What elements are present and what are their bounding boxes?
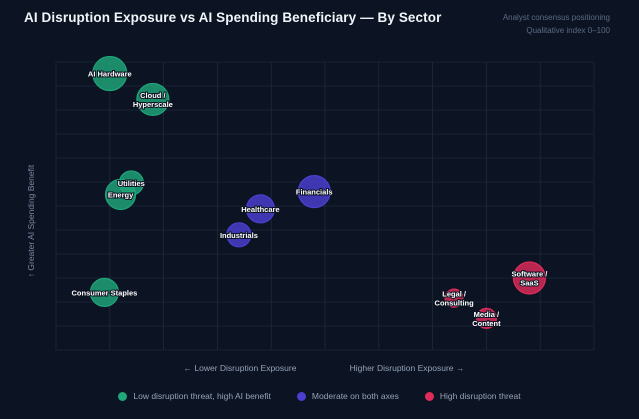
point-software-saas[interactable]: [512, 261, 547, 295]
chart-legend: Low disruption threat, high AI benefit M…: [0, 391, 639, 401]
x-axis-label-left: ← Lower Disruption Exposure: [184, 363, 297, 373]
point-consumer-staples[interactable]: [89, 277, 120, 307]
point-legal-consulting[interactable]: [444, 288, 464, 308]
point-label-software-saas: Software / SaaS: [512, 270, 549, 288]
legend-item-moderate[interactable]: Moderate on both axes: [296, 391, 399, 401]
point-label-consumer-staples: Consumer Staples: [71, 288, 137, 297]
point-label-cloud-hyperscale: Cloud / Hyperscale: [133, 91, 173, 109]
label-layer: AI Hardware Cloud / Hyperscale Utilities Ene…: [70, 69, 549, 329]
point-label-utilities: Utilities: [118, 179, 145, 188]
x-axis-label-right: Higher Disruption Exposure →: [350, 363, 465, 373]
legend-label-high: High disruption threat: [439, 391, 521, 401]
legend-item-high[interactable]: High disruption threat: [424, 391, 521, 401]
scatter-plot: AI Hardware Cloud / Hyperscale Utilities Ene…: [26, 55, 595, 373]
point-label-financials: Financials: [296, 188, 333, 197]
point-label-industrials: Industrials: [220, 231, 258, 240]
legend-marker-moderate: [296, 391, 306, 401]
chart-note-line-1: Analyst consensus positioning: [502, 13, 610, 22]
point-energy[interactable]: [104, 178, 137, 211]
chart-note-line-2: Qualitative index 0–100: [526, 26, 610, 35]
grid-layer: [55, 61, 595, 351]
point-healthcare[interactable]: [245, 194, 276, 224]
point-label-ai-hardware: AI Hardware: [88, 70, 132, 79]
legend-marker-high: [424, 391, 434, 401]
point-industrials[interactable]: [226, 222, 252, 248]
legend-label-low: Low disruption threat, high AI benefit: [133, 391, 271, 401]
point-financials[interactable]: [297, 175, 331, 209]
y-axis-label: ↑ Greater AI Spending Benefit: [26, 164, 36, 277]
point-label-healthcare: Healthcare: [241, 205, 279, 214]
point-ai-hardware[interactable]: [92, 55, 128, 92]
legend-label-moderate: Moderate on both axes: [311, 391, 399, 401]
point-label-energy: Energy: [108, 190, 134, 199]
point-label-media-content: Media / Content: [472, 310, 501, 328]
chart-title: AI Disruption Exposure vs AI Spending Be…: [24, 10, 442, 25]
point-layer: [89, 55, 547, 329]
point-media-content[interactable]: [475, 307, 497, 329]
legend-marker-low: [118, 391, 128, 401]
point-label-legal-consulting: Legal / Consulting: [435, 290, 475, 308]
point-cloud-hyperscale[interactable]: [136, 82, 170, 117]
legend-item-low[interactable]: Low disruption threat, high AI benefit: [118, 391, 271, 401]
